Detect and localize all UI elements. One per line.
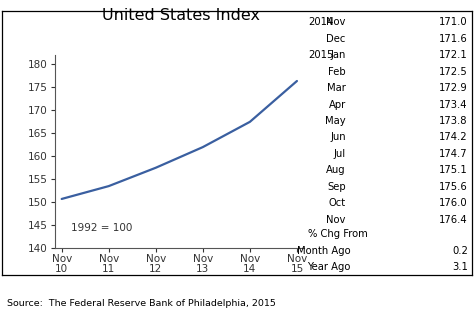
- Text: 175.1: 175.1: [439, 165, 468, 175]
- Text: Year Ago: Year Ago: [307, 262, 351, 272]
- Text: Dec: Dec: [326, 34, 346, 44]
- Text: Sep: Sep: [327, 182, 346, 192]
- Text: Month Ago: Month Ago: [297, 246, 351, 256]
- Text: 172.5: 172.5: [439, 67, 468, 77]
- Text: 172.9: 172.9: [439, 83, 468, 93]
- Text: 176.0: 176.0: [439, 198, 468, 208]
- Text: 176.4: 176.4: [439, 215, 468, 225]
- Text: Nov: Nov: [326, 17, 346, 27]
- Text: 175.6: 175.6: [439, 182, 468, 192]
- Text: 171.0: 171.0: [439, 17, 468, 27]
- Text: Oct: Oct: [329, 198, 346, 208]
- Text: Jan: Jan: [331, 50, 346, 60]
- Text: 1992 = 100: 1992 = 100: [71, 222, 133, 233]
- Text: 3.1: 3.1: [452, 262, 468, 272]
- Text: 173.4: 173.4: [439, 100, 468, 110]
- Text: Apr: Apr: [329, 100, 346, 110]
- Text: % Chg From: % Chg From: [308, 229, 368, 240]
- Text: Jul: Jul: [333, 149, 346, 159]
- Text: 173.8: 173.8: [439, 116, 468, 126]
- Text: 2014: 2014: [308, 17, 333, 27]
- Text: 174.7: 174.7: [439, 149, 468, 159]
- Text: United States Index: United States Index: [102, 8, 259, 23]
- Text: May: May: [325, 116, 346, 126]
- Text: 174.2: 174.2: [439, 132, 468, 143]
- Text: Aug: Aug: [326, 165, 346, 175]
- Text: 172.1: 172.1: [439, 50, 468, 60]
- Text: 2015: 2015: [308, 50, 333, 60]
- Text: 0.2: 0.2: [452, 246, 468, 256]
- Text: 171.6: 171.6: [439, 34, 468, 44]
- Text: Nov: Nov: [326, 215, 346, 225]
- Text: Jun: Jun: [330, 132, 346, 143]
- Text: Feb: Feb: [328, 67, 346, 77]
- Text: Source:  The Federal Reserve Bank of Philadelphia, 2015: Source: The Federal Reserve Bank of Phil…: [7, 299, 276, 308]
- Text: Mar: Mar: [327, 83, 346, 93]
